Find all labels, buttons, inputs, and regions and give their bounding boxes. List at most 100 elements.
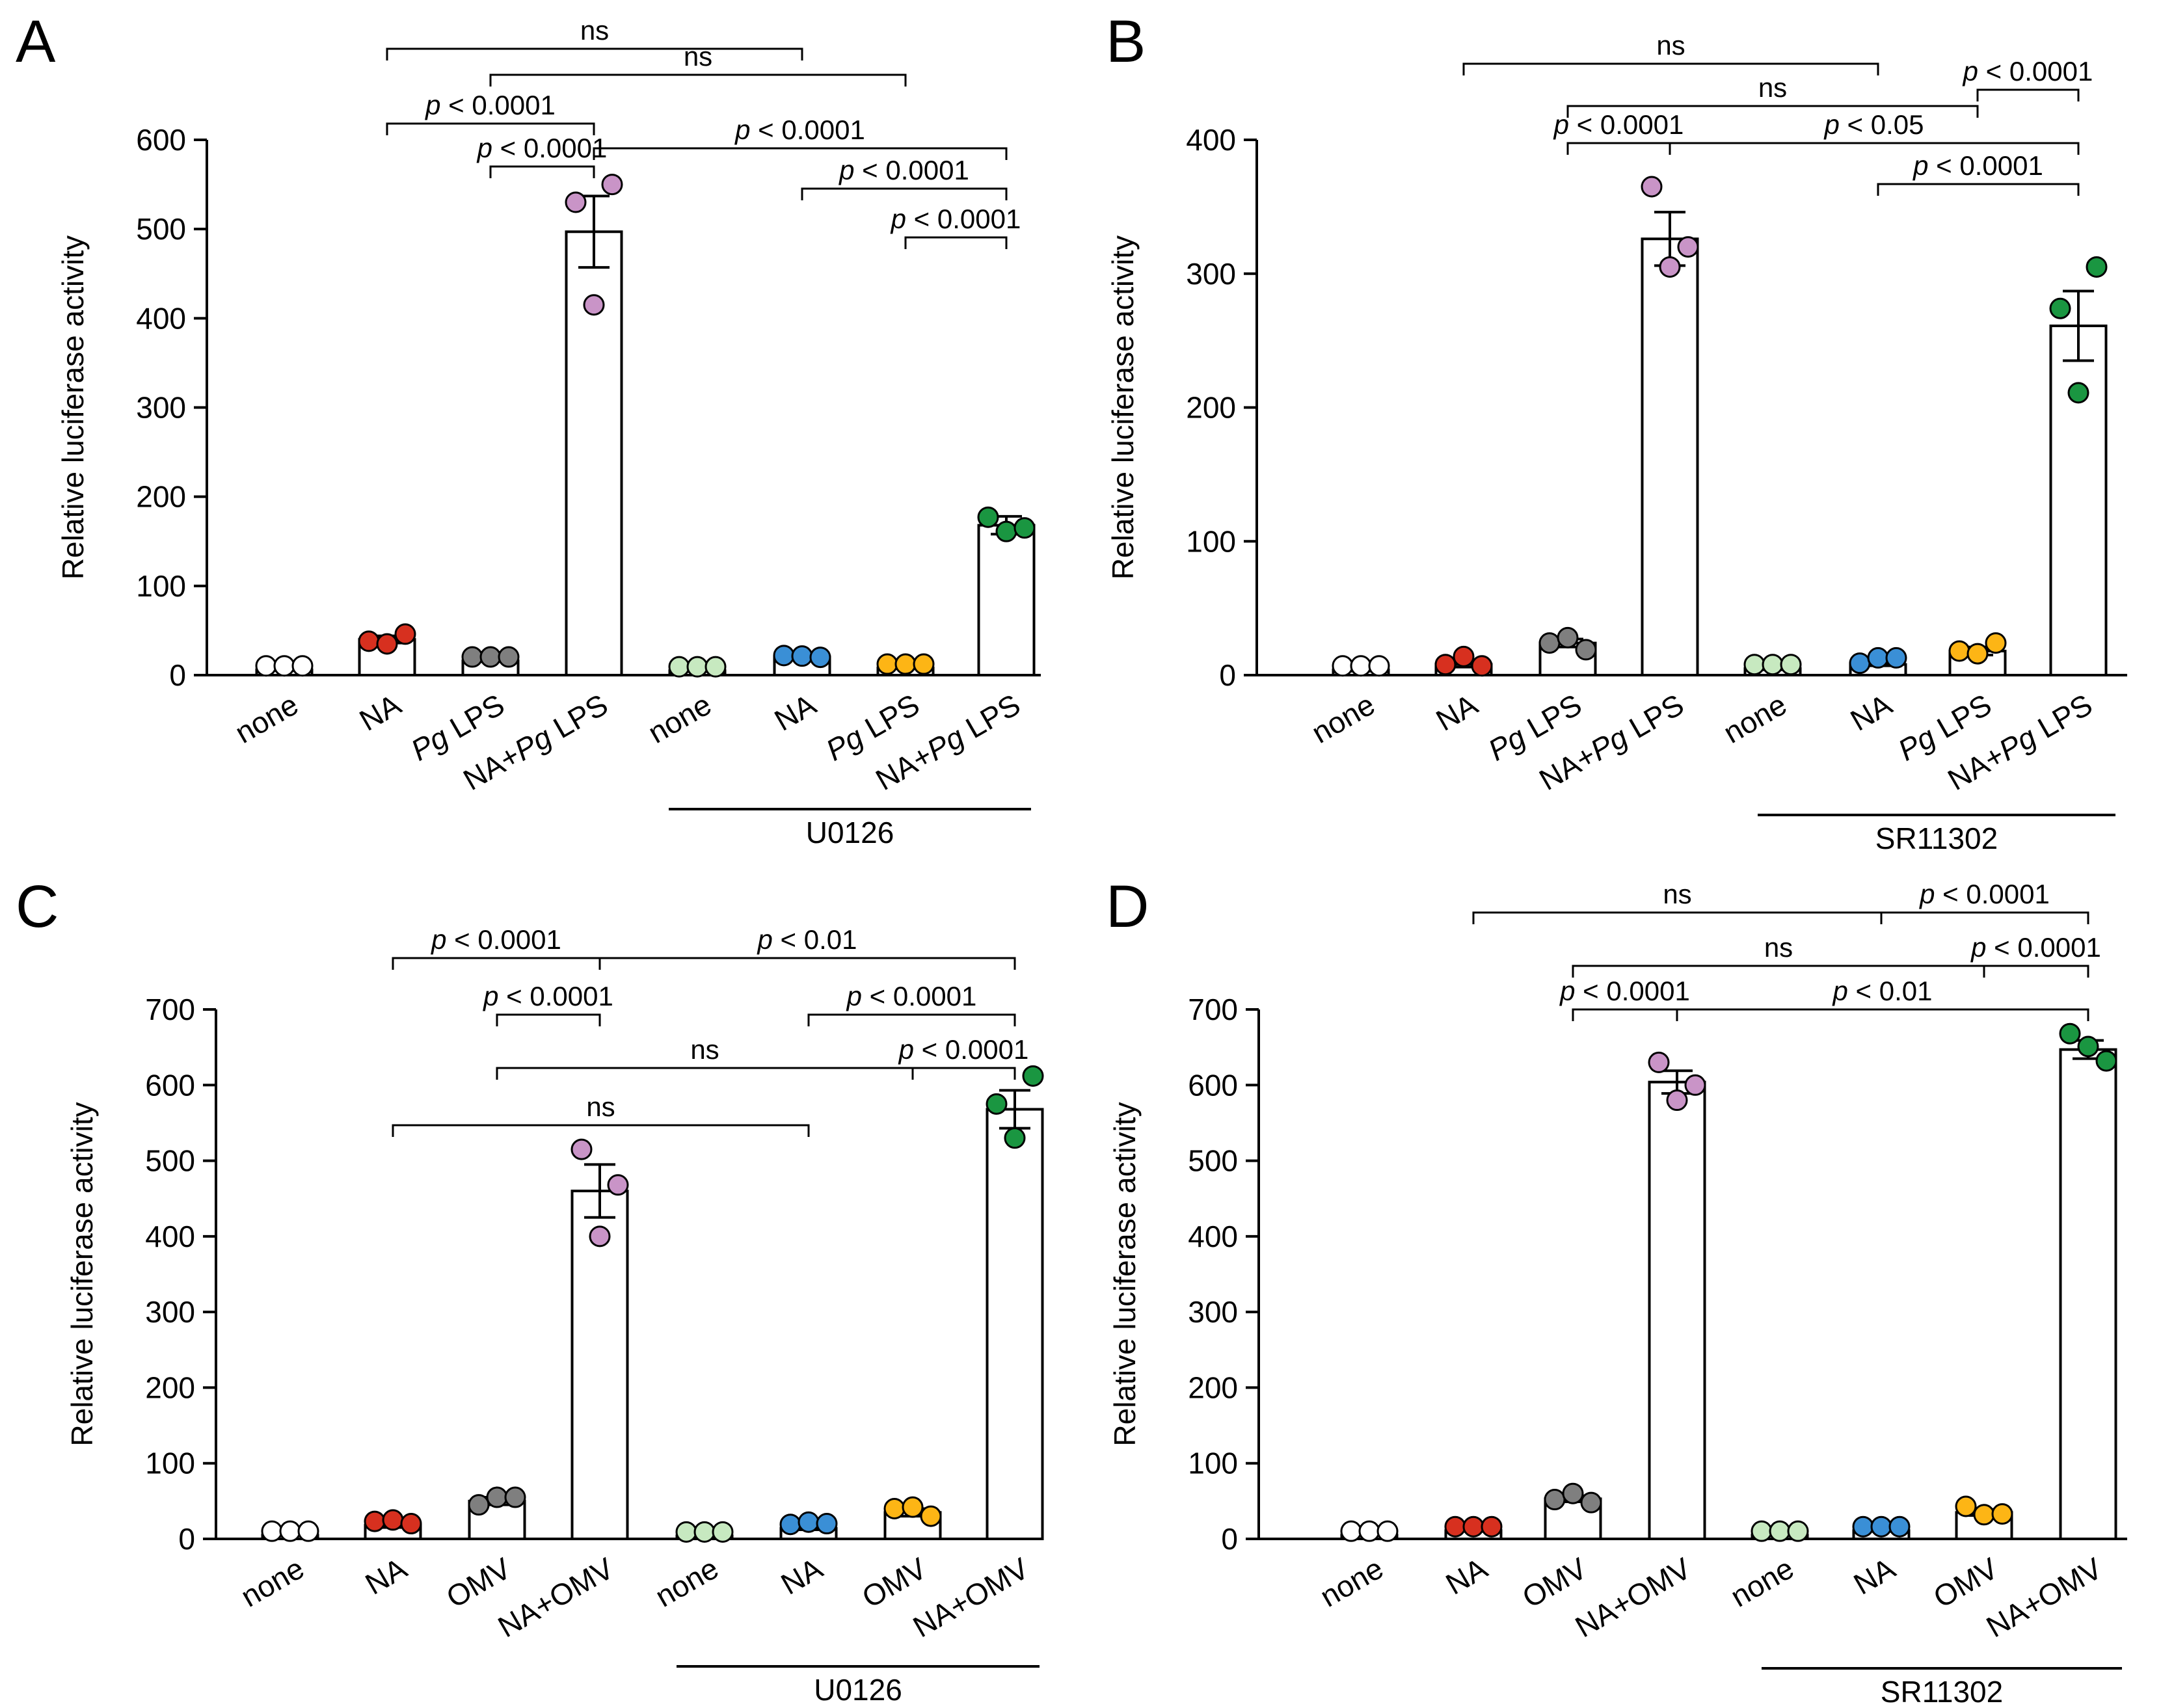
y-tick-label: 600 <box>1188 1068 1238 1102</box>
significance-bracket <box>496 1013 601 1026</box>
data-point <box>400 1513 422 1535</box>
category-label-part: LPS <box>437 687 510 749</box>
data-point <box>986 1093 1008 1115</box>
data-point <box>1870 1515 1892 1538</box>
significance-label: p < 0.0001 <box>898 1034 1029 1065</box>
p-symbol: p <box>424 90 440 120</box>
data-point <box>712 1521 734 1543</box>
data-point <box>686 656 708 678</box>
data-point <box>668 656 690 678</box>
category-label-part: LPS <box>852 687 925 749</box>
bar <box>1648 1080 1706 1540</box>
data-point <box>1849 652 1871 674</box>
category-label: none <box>642 687 717 750</box>
y-axis-label: Relative luciferase activity <box>1106 235 1140 580</box>
category-label-part: LPS <box>953 687 1026 749</box>
p-symbol: p <box>1970 932 1986 963</box>
significance-label: p < 0.0001 <box>1962 56 2093 87</box>
significance-bracket <box>1572 1008 1678 1021</box>
category-label: none <box>1306 687 1380 750</box>
p-symbol: p <box>1912 150 1928 181</box>
data-point <box>1538 632 1561 654</box>
significance-label: p < 0.01 <box>757 924 857 955</box>
significance-bracket <box>1676 1008 2089 1021</box>
category-label-part: none <box>1306 687 1380 750</box>
category-label: NA <box>775 1551 829 1601</box>
data-point <box>607 1174 629 1196</box>
data-point <box>486 1486 508 1508</box>
data-point <box>876 653 898 675</box>
data-point <box>1973 1504 1995 1526</box>
data-point <box>1580 1491 1602 1514</box>
data-point <box>995 520 1017 542</box>
p-value: < 0.0001 <box>906 204 1021 234</box>
data-point <box>1751 1520 1773 1542</box>
significance-label: p < 0.0001 <box>734 114 865 145</box>
data-point <box>1852 1515 1874 1538</box>
significance-bracket <box>489 73 907 87</box>
panel-letter: D <box>1106 874 1149 940</box>
panel-letter: A <box>16 8 56 75</box>
y-tick-label: 0 <box>178 1522 195 1556</box>
category-label: NA <box>360 1551 413 1601</box>
significance-bracket <box>598 957 1016 970</box>
category-label: NA <box>769 687 822 737</box>
p-value: < 0.0001 <box>1576 976 1690 1006</box>
data-point <box>791 645 813 667</box>
significance-bracket <box>392 1124 810 1137</box>
category-label: NA+OMV <box>1570 1551 1697 1644</box>
inhibitor-label: U0126 <box>814 1673 902 1707</box>
y-tick-label: 100 <box>136 569 186 603</box>
p-value: < 0.01 <box>773 924 857 955</box>
data-point <box>1991 1503 2013 1525</box>
y-tick-label: 200 <box>145 1370 195 1404</box>
data-point <box>1453 645 1475 667</box>
p-symbol: p <box>1832 976 1848 1006</box>
data-point <box>1544 1489 1566 1511</box>
p-value: < 0.0001 <box>1987 932 2101 963</box>
significance-bracket <box>496 1067 914 1080</box>
data-point <box>1368 655 1390 677</box>
p-value: < 0.0001 <box>1935 879 2050 909</box>
category-label-part: OMV <box>440 1551 517 1614</box>
bar <box>986 1108 1044 1541</box>
data-point <box>2086 256 2108 278</box>
category-label: OMV <box>1927 1551 2004 1614</box>
y-tick-label: 500 <box>1188 1144 1238 1178</box>
data-point <box>468 1494 490 1516</box>
category-label-part: NA <box>775 1551 829 1601</box>
panel-letter: B <box>1106 8 1146 75</box>
p-value: < 0.0001 <box>441 90 556 120</box>
significance-bracket <box>1983 965 2089 978</box>
significance-bracket <box>1669 142 2080 155</box>
p-value: < 0.01 <box>1848 976 1933 1006</box>
data-point <box>675 1521 697 1543</box>
category-label: none <box>229 687 304 750</box>
category-label: NA <box>354 687 407 737</box>
category-label-part: none <box>642 687 717 750</box>
p-value: < 0.0001 <box>1978 56 2093 87</box>
category-label: none <box>1717 687 1792 750</box>
significance-bracket <box>904 236 1008 249</box>
data-point <box>816 1513 838 1535</box>
data-point <box>1985 632 2007 654</box>
category-label-part: LPS <box>2025 687 2098 749</box>
bar <box>570 1190 629 1540</box>
panel-B: B 0 100 200 300 400 Relative luciferase activi… <box>1106 8 2127 855</box>
p-symbol: p <box>430 924 446 955</box>
data-point <box>1022 1065 1044 1087</box>
bar <box>565 230 623 676</box>
data-point <box>2067 382 2089 404</box>
data-point <box>1948 640 1970 662</box>
data-point <box>1955 1495 1977 1517</box>
p-symbol: p <box>482 981 498 1011</box>
data-point <box>1743 654 1765 676</box>
significance-label: p < 0.0001 <box>430 924 561 955</box>
data-point <box>273 655 295 677</box>
category-label: OMV <box>856 1551 932 1614</box>
category-label-part: LPS <box>541 687 613 749</box>
category-label-part: LPS <box>1617 687 1689 749</box>
bar <box>977 524 1036 676</box>
significance-bracket <box>1462 62 1879 75</box>
category-label: none <box>1314 1551 1389 1614</box>
